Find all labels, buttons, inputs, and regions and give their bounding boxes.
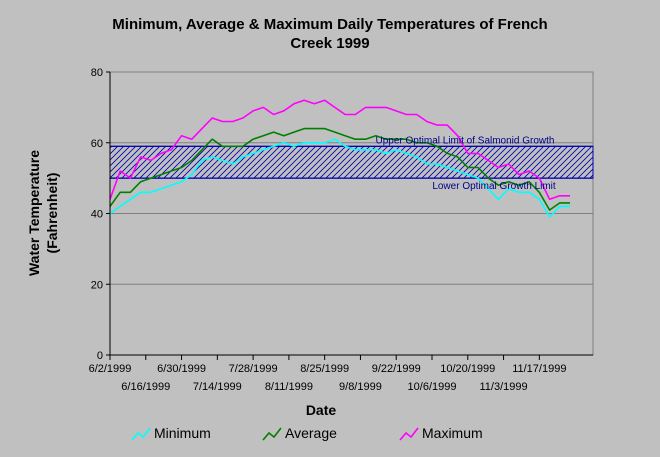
x-axis-ticks: 6/2/1999 6/30/1999 7/28/1999 8/25/1999 9/22/… <box>89 355 566 393</box>
x-tick-label: 6/16/1999 <box>121 381 170 393</box>
legend-swatch <box>399 427 419 441</box>
y-axis-title: Water Temperature (Fahrenheit) <box>26 150 60 276</box>
y-tick-label: 20 <box>91 279 103 291</box>
x-tick-label: 10/20/1999 <box>440 363 495 375</box>
legend: Minimum Average Maximum <box>131 425 483 441</box>
series-line-maximum <box>109 99 570 201</box>
lower-limit-label: Lower Optimal Growth Limit <box>432 181 556 192</box>
x-tick-label: 7/14/1999 <box>193 381 242 393</box>
legend-label: Average <box>285 425 337 441</box>
y-axis-ticks: 0 20 40 60 80 <box>91 67 110 362</box>
x-tick-label: 8/11/1999 <box>265 381 313 393</box>
x-axis-title: Date <box>306 402 337 418</box>
y-axis-title-line2: (Fahrenheit) <box>44 173 60 254</box>
x-tick-label: 11/17/1999 <box>512 363 566 375</box>
x-tick-label: 6/30/1999 <box>157 363 206 375</box>
series-line-minimum <box>109 138 570 218</box>
legend-label: Minimum <box>154 425 211 441</box>
y-axis-title-line1: Water Temperature <box>26 150 42 276</box>
x-tick-label: 11/3/1999 <box>479 381 527 393</box>
legend-swatch <box>262 427 282 441</box>
gridlines <box>110 71 593 285</box>
x-tick-label: 9/8/1999 <box>339 381 382 393</box>
y-tick-label: 60 <box>91 138 103 150</box>
legend-label: Maximum <box>422 425 483 441</box>
y-tick-label: 40 <box>91 209 103 221</box>
legend-swatch <box>131 427 151 441</box>
x-tick-label: 9/22/1999 <box>372 363 421 375</box>
chart-title-line2: Creek 1999 <box>290 35 369 52</box>
x-tick-label: 10/6/1999 <box>408 381 457 393</box>
series-line-average <box>109 127 570 211</box>
x-tick-label: 8/25/1999 <box>300 363 349 375</box>
y-tick-label: 0 <box>97 350 103 362</box>
x-tick-label: 6/2/1999 <box>89 363 132 375</box>
series-lines <box>109 99 570 218</box>
chart-title-line1: Minimum, Average & Maximum Daily Tempera… <box>112 16 547 33</box>
x-tick-label: 7/28/1999 <box>229 363 278 375</box>
upper-limit-label: Upper Optimal Limit of Salmonid Growth <box>376 135 555 146</box>
y-tick-label: 80 <box>91 67 103 79</box>
